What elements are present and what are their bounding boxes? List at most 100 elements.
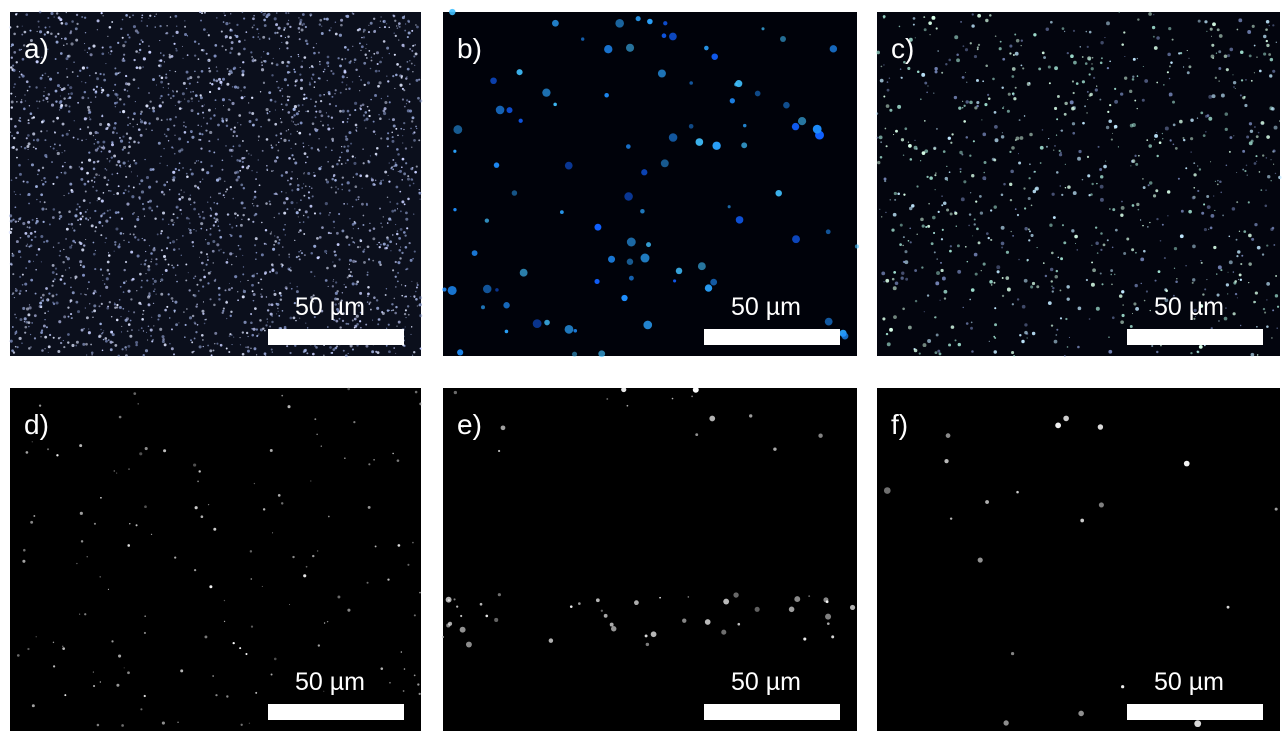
particle (133, 311, 135, 313)
particle (99, 123, 102, 126)
particle (1179, 120, 1183, 124)
particle (101, 92, 103, 94)
particle (1240, 51, 1244, 55)
particle (881, 66, 883, 68)
particle (97, 19, 100, 22)
particle (1241, 255, 1243, 257)
particle (64, 37, 67, 40)
particle (361, 37, 362, 38)
particle (238, 52, 241, 55)
particle (344, 284, 345, 285)
particle (1266, 325, 1269, 328)
particle (81, 139, 83, 141)
particle (243, 18, 245, 20)
particle (145, 251, 146, 252)
particle (358, 228, 360, 230)
particle (74, 120, 75, 121)
particle (153, 290, 155, 292)
particle (319, 23, 321, 25)
particle (42, 167, 44, 169)
particle (40, 201, 41, 202)
particle (173, 213, 175, 215)
particle (385, 247, 387, 249)
particle (68, 193, 70, 195)
particle (1221, 94, 1225, 98)
particle (359, 90, 360, 91)
particle (233, 130, 236, 133)
particle (224, 181, 225, 182)
particle (226, 318, 227, 319)
particle (798, 117, 806, 125)
particle (1073, 92, 1075, 94)
particle (230, 47, 233, 50)
particle (391, 210, 394, 213)
particle (1035, 187, 1039, 191)
particle (47, 101, 48, 102)
particle (393, 347, 395, 349)
particle (401, 284, 402, 285)
particle (1174, 247, 1177, 250)
particle (1273, 164, 1274, 165)
particle (876, 112, 878, 114)
particle (315, 101, 317, 103)
particle (156, 13, 157, 14)
particle (397, 230, 398, 231)
particle (319, 110, 322, 113)
particle (1140, 257, 1144, 261)
particle (289, 183, 291, 185)
particle (359, 174, 362, 177)
particle (956, 225, 957, 226)
particle (119, 72, 121, 74)
particle (965, 100, 968, 103)
particle (271, 303, 274, 306)
particle (982, 133, 986, 137)
particle (1095, 88, 1098, 91)
particle (344, 46, 347, 49)
particle (108, 179, 110, 181)
particle (165, 269, 168, 272)
particle (61, 275, 63, 277)
particle (262, 150, 264, 152)
particle (1265, 189, 1266, 190)
particle (651, 631, 657, 637)
particle (215, 218, 218, 221)
scale-bar (1127, 329, 1263, 345)
particle (1091, 67, 1094, 70)
particle (353, 421, 355, 423)
particle (172, 266, 174, 268)
particle (154, 16, 155, 17)
particle (66, 133, 69, 136)
particle (263, 19, 266, 22)
particle (601, 610, 603, 612)
particle (171, 297, 174, 300)
particle (208, 272, 211, 275)
scale-bar (704, 704, 840, 720)
particle (331, 178, 333, 180)
particle (893, 315, 897, 319)
particle (296, 202, 297, 203)
particle (204, 12, 206, 14)
particle (283, 229, 285, 231)
particle (1095, 241, 1099, 245)
particle (88, 47, 90, 49)
particle (412, 542, 414, 544)
particle (131, 329, 133, 331)
particle (184, 192, 185, 193)
particle (1001, 193, 1004, 196)
particle (45, 27, 47, 29)
particle (252, 36, 254, 38)
particle (1200, 260, 1201, 261)
particle (76, 341, 79, 344)
particle (1063, 241, 1066, 244)
particle (1219, 34, 1223, 38)
particle (347, 181, 350, 184)
particle (723, 599, 729, 605)
particle (924, 82, 927, 85)
particle (1112, 133, 1113, 134)
particle (270, 449, 273, 452)
particle (1046, 146, 1048, 148)
particle (148, 51, 151, 54)
particle (85, 190, 87, 192)
particle (99, 73, 101, 75)
particle (1118, 146, 1119, 147)
